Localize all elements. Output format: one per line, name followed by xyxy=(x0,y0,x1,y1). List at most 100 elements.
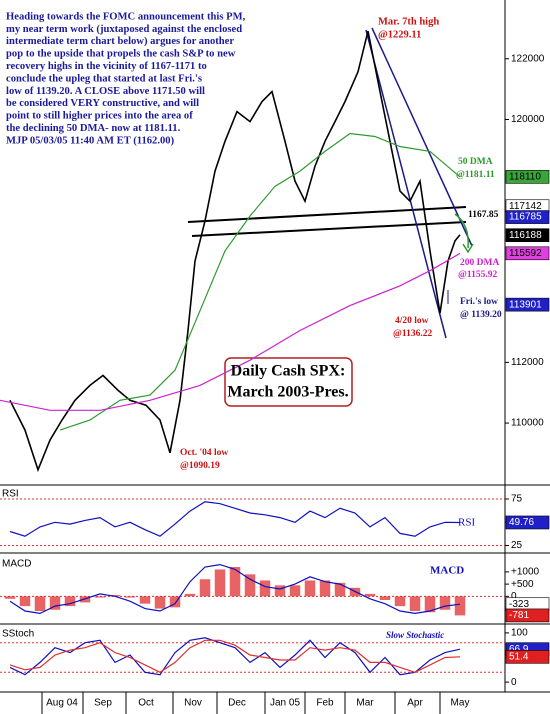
note-line: point to still higher prices into the ar… xyxy=(6,111,193,122)
arrow xyxy=(454,213,469,249)
note-line: Heading towards the FOMC announcement th… xyxy=(6,11,246,22)
panel-label: RSI xyxy=(2,489,19,500)
histogram-bar xyxy=(229,567,241,597)
channel-line xyxy=(371,27,473,247)
frame xyxy=(0,0,550,693)
value-box xyxy=(505,650,550,664)
series-line xyxy=(9,30,461,473)
histogram-bar xyxy=(439,596,451,610)
histogram-bar xyxy=(334,582,346,597)
annotation: @ 1139.20 xyxy=(460,310,502,320)
value-box xyxy=(505,297,550,312)
annotation: Fri.'s low xyxy=(460,297,498,307)
annotation: @1181.11 xyxy=(456,170,495,180)
y-tick-label: +500 xyxy=(511,579,534,590)
y-tick-label: +1000 xyxy=(511,567,540,578)
value-box-label: 118110 xyxy=(509,172,541,183)
annotation: @1229.11 xyxy=(378,29,421,40)
note-line: low of 1139.20. A CLOSE above 1171.50 wi… xyxy=(6,86,205,97)
y-tick-label: 0 xyxy=(511,591,517,602)
x-tick-label: May xyxy=(451,698,470,709)
x-tick-label: Feb xyxy=(316,698,334,709)
y-tick-label: 100 xyxy=(511,628,528,639)
note-line: pop to the upside that propels the cash … xyxy=(6,49,236,60)
value-box-label: 115592 xyxy=(509,248,542,259)
histogram-bar xyxy=(124,596,136,598)
value-box xyxy=(505,170,550,184)
y-tick-label: 110000 xyxy=(511,418,544,429)
x-tick-label: Nov xyxy=(184,698,202,709)
value-box xyxy=(505,515,550,530)
series-line xyxy=(9,637,461,676)
histogram-bar xyxy=(34,596,46,611)
histogram-bar xyxy=(409,596,421,611)
histogram-bar xyxy=(64,596,76,607)
histogram-bar xyxy=(454,596,466,616)
value-box-label: -323 xyxy=(509,599,529,610)
histogram-bar xyxy=(289,585,301,597)
histogram-bar xyxy=(259,580,271,597)
y-tick-label: 112000 xyxy=(511,357,544,368)
histogram-bar xyxy=(154,596,166,609)
annotation: 50 DMA xyxy=(458,157,493,167)
histogram-bar xyxy=(19,596,31,607)
note-line: recovery highs in the vicinity of 1167-1… xyxy=(6,61,207,72)
x-tick-label: Aug 04 xyxy=(46,698,78,709)
histogram-bar xyxy=(139,596,151,604)
y-tick-label: 0 xyxy=(511,677,517,688)
legend-label: MACD xyxy=(430,565,464,577)
title-box xyxy=(224,357,353,407)
histogram-bar xyxy=(184,593,196,597)
series-line xyxy=(9,501,461,537)
x-tick-label: Sep xyxy=(94,698,112,709)
x-tick-label: Apr xyxy=(407,698,423,709)
legend-label: Slow Stochastic xyxy=(386,630,444,640)
note-line: conclude the upleg that started at last … xyxy=(6,73,202,84)
histogram-bar xyxy=(94,596,106,598)
x-tick-label: Jan 05 xyxy=(270,698,300,709)
panel-label: SStoch xyxy=(2,629,34,640)
x-tick-label: Oct xyxy=(138,698,154,709)
annotation: Oct. '04 low xyxy=(180,448,228,458)
legend-label: RSI xyxy=(458,517,475,529)
arrow-head xyxy=(462,243,474,254)
panel-label: MACD xyxy=(2,559,31,570)
x-tick-label: Mar xyxy=(356,698,374,709)
histogram-bar xyxy=(424,596,436,613)
histogram-bar xyxy=(4,596,16,599)
value-box-label: 117142 xyxy=(509,201,542,212)
series-line xyxy=(59,132,461,431)
value-box-label: 51.4 xyxy=(509,651,529,662)
note-line: intermediate term chart below) argues fo… xyxy=(6,36,234,47)
histogram-bar xyxy=(394,596,406,607)
histogram-bar xyxy=(379,596,391,600)
note-line: MJP 05/03/05 11:40 AM ET (1162.00) xyxy=(6,135,175,146)
annotation: Mar. 7th high xyxy=(378,16,439,27)
y-tick-label: 122000 xyxy=(511,53,545,64)
chart-title: Daily Cash SPX: xyxy=(231,363,346,380)
value-box-label: 49.76 xyxy=(509,517,534,528)
value-box xyxy=(505,608,550,623)
series-line xyxy=(0,252,461,411)
annotation: 1167.85 xyxy=(468,210,499,220)
histogram-bar xyxy=(169,596,181,608)
value-box-label: 116785 xyxy=(509,212,542,223)
value-box xyxy=(505,246,550,261)
annotation: @1155.92 xyxy=(458,270,497,280)
histogram-bar xyxy=(244,574,256,597)
series-line xyxy=(9,563,461,615)
histogram-bar xyxy=(319,580,331,597)
histogram-bar xyxy=(199,579,211,597)
x-tick-label: Dec xyxy=(228,698,246,709)
y-tick-label: 120000 xyxy=(511,114,545,125)
annotation: @1136.22 xyxy=(393,329,432,339)
annotation: @1090.19 xyxy=(180,461,220,471)
chart-title: March 2003-Pres. xyxy=(227,384,348,401)
histogram-bar xyxy=(214,569,226,597)
value-box-label: 113901 xyxy=(509,299,542,310)
histogram-bar xyxy=(49,596,61,610)
channel-line xyxy=(365,29,447,339)
histogram-bar xyxy=(274,585,286,597)
